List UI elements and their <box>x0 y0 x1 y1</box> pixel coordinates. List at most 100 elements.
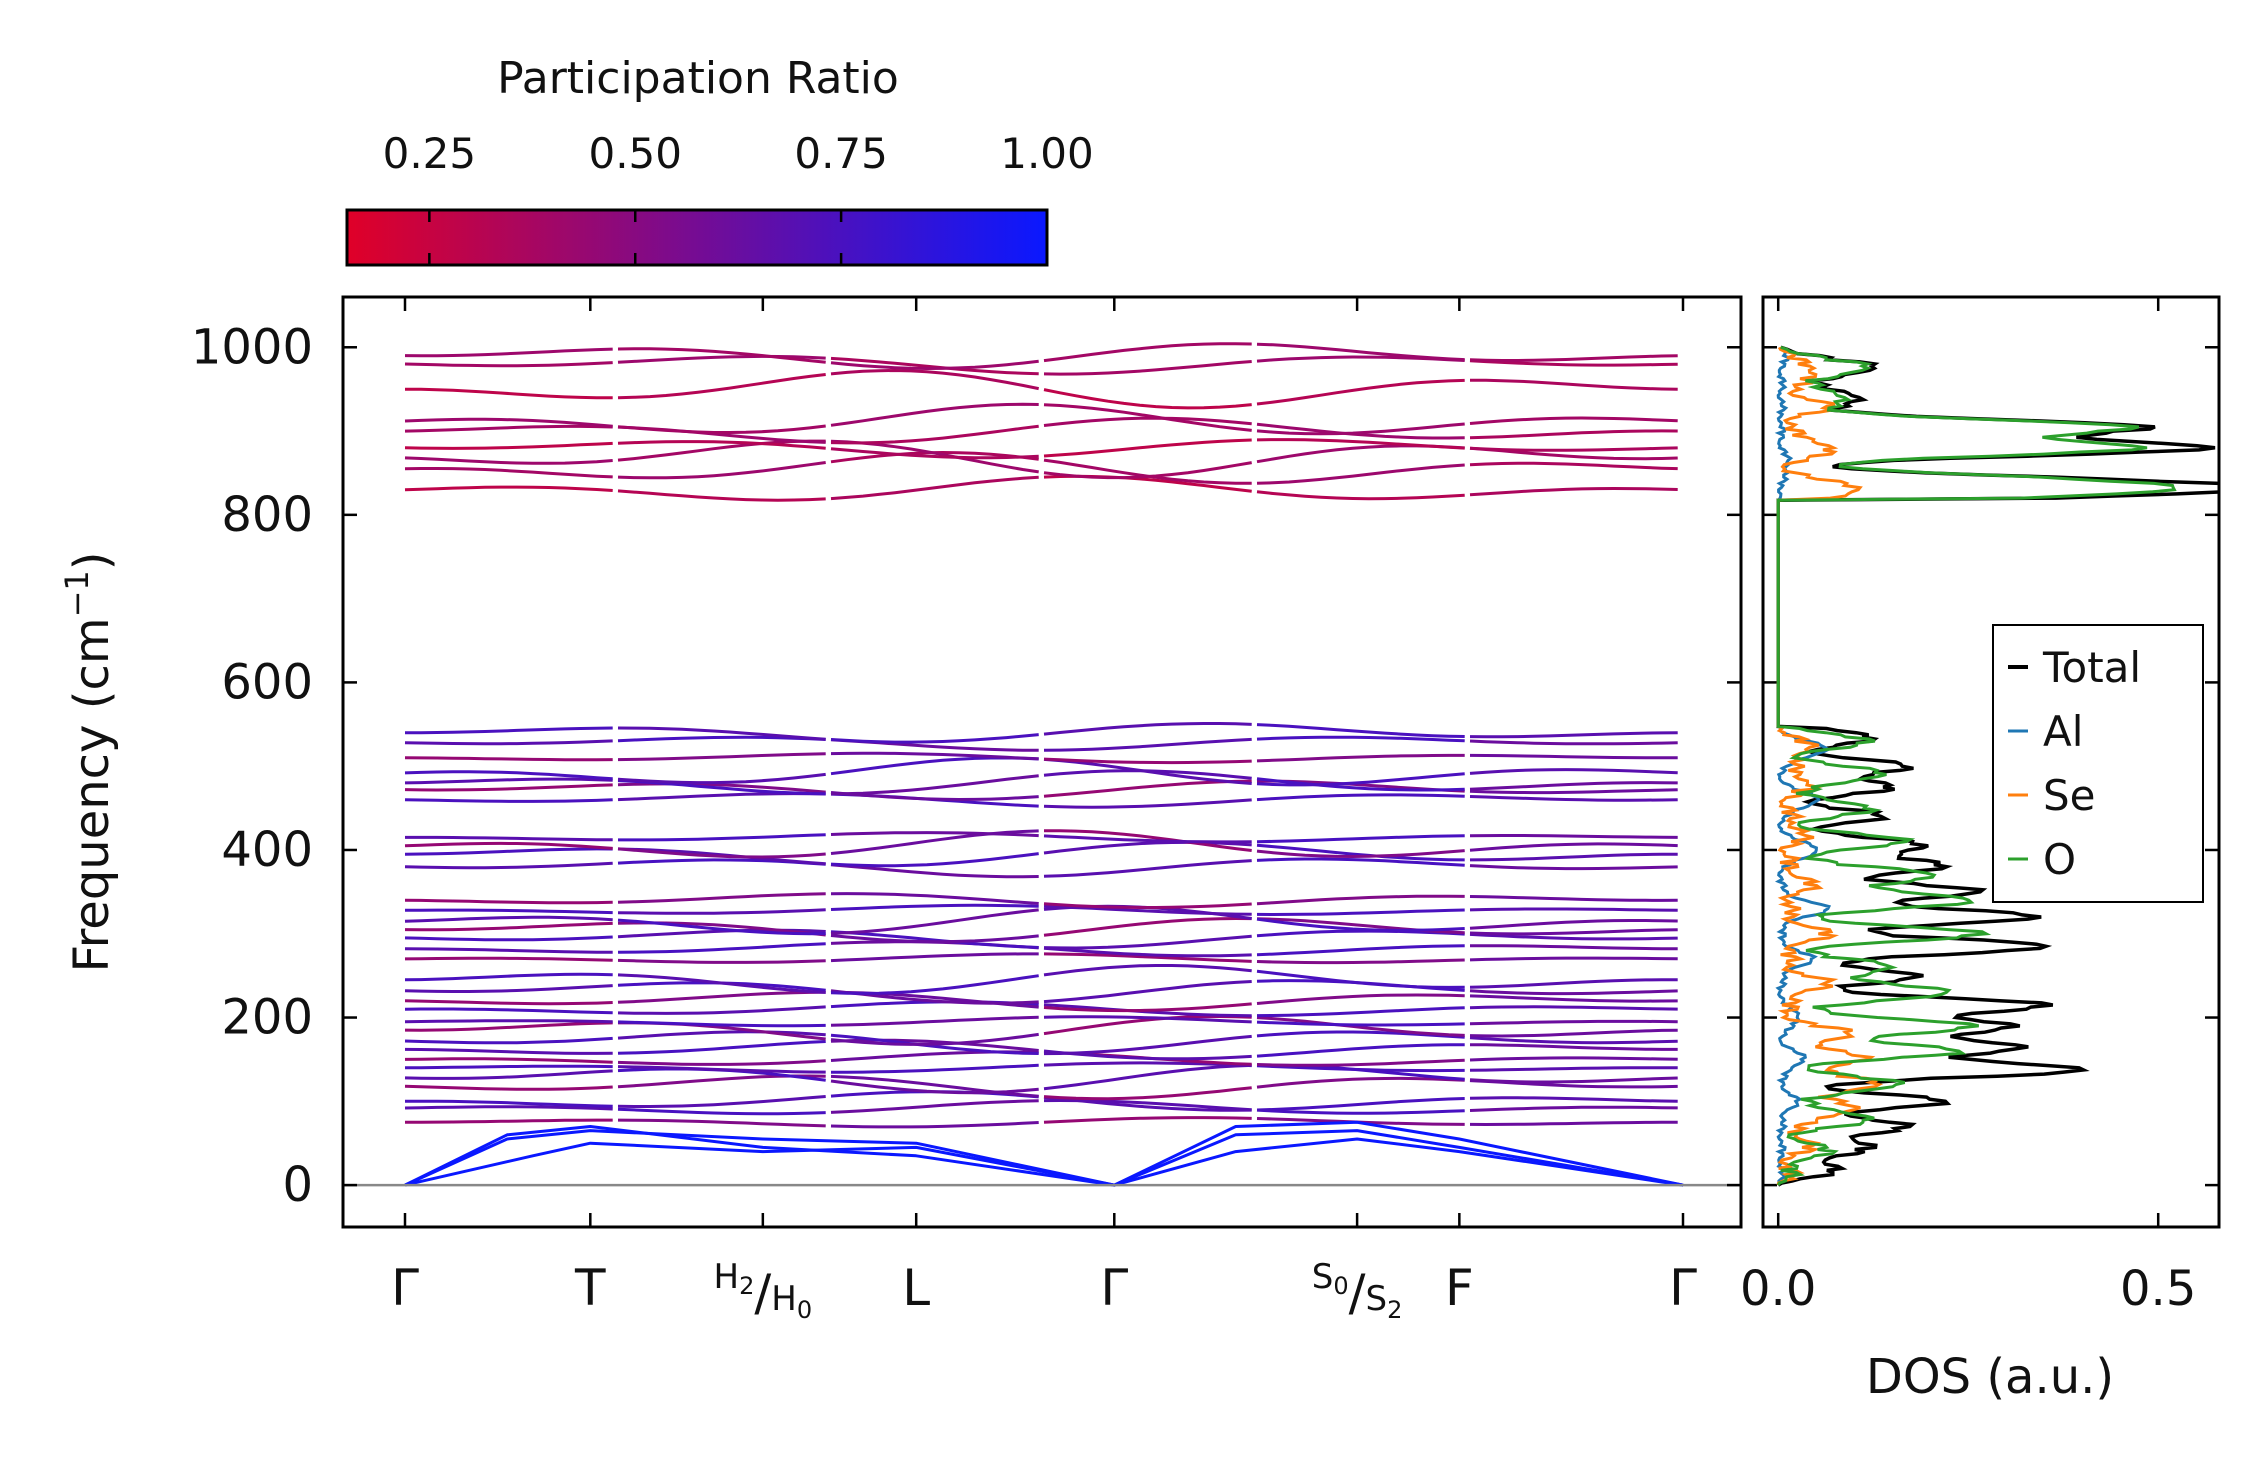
dos-ticks: 0.0 0.5 <box>1740 297 2196 1317</box>
phonon-band <box>404 777 613 785</box>
phonon-band <box>404 1047 613 1055</box>
phonon-band <box>617 347 826 364</box>
phonon-band <box>617 792 826 802</box>
phonon-band <box>1043 946 1252 958</box>
phonon-band <box>1043 964 1252 977</box>
phonon-band <box>404 908 613 915</box>
phonon-band <box>617 990 826 1004</box>
phonon-band <box>830 852 1039 868</box>
phonon-band <box>617 1005 826 1015</box>
phonon-band <box>1043 829 1252 852</box>
phonon-band <box>1469 895 1678 902</box>
phonon-band <box>404 1021 613 1032</box>
phonon-band <box>1469 359 1678 367</box>
phonon-band <box>1256 422 1465 440</box>
phonon-band <box>830 930 1039 949</box>
phonon-band <box>404 1007 613 1015</box>
phonon-band <box>617 1040 826 1055</box>
phonon-band <box>1469 842 1678 852</box>
phonon-band <box>1469 753 1678 760</box>
phonon-band <box>404 861 613 870</box>
phonon-band <box>1256 1064 1465 1073</box>
phonon-band <box>1469 1066 1678 1072</box>
phonon-band <box>1469 429 1678 440</box>
phonon-band <box>1043 722 1252 736</box>
phonon-band <box>1469 1076 1678 1084</box>
legend-label: Al <box>2043 707 2083 756</box>
phonon-band <box>617 424 826 434</box>
phonon-band <box>1469 1043 1678 1051</box>
colorbar-gradient <box>345 208 1049 267</box>
k-point-label: Γ <box>1100 1259 1128 1317</box>
phonon-band <box>1043 1034 1252 1056</box>
dos-lines <box>1774 345 2219 1187</box>
y-tick-label: 800 <box>221 487 313 543</box>
phonon-band <box>830 831 1039 838</box>
phonon-band <box>1469 864 1678 871</box>
phonon-band <box>404 361 613 368</box>
k-point-label: S0/S2 <box>1312 1257 1403 1324</box>
colorbar-ticks: 0.25 0.50 0.75 1.00 <box>383 129 1094 265</box>
colorbar-tick-label: 0.25 <box>383 129 477 178</box>
phonon-band <box>1469 768 1678 775</box>
phonon-band <box>1256 894 1465 906</box>
phonon-band <box>1470 944 1678 951</box>
phonon-band <box>1043 952 1252 963</box>
phonon-band <box>1469 354 1678 362</box>
phonon-band <box>830 1015 1039 1027</box>
phonon-band <box>1469 852 1678 862</box>
phonon-band <box>617 973 826 994</box>
phonon-band <box>830 774 1039 796</box>
dos-panel: 0.0 0.5 DOS (a.u.) Total Al Se O <box>1740 295 2221 1405</box>
phonon-band <box>1469 994 1678 1003</box>
dos-legend: Total Al Se O <box>1992 624 2204 903</box>
band-axes-frame <box>341 295 1743 1229</box>
phonon-band <box>1469 1056 1678 1062</box>
phonon-band <box>1469 788 1678 795</box>
phonon-band <box>830 733 1039 744</box>
dos-x-axis-label: DOS (a.u.) <box>1866 1349 2114 1405</box>
phonon-band <box>1043 416 1252 427</box>
phonon-band <box>1043 403 1252 432</box>
phonon-band <box>617 461 826 480</box>
phonon-band <box>617 772 826 785</box>
phonon-band <box>404 1057 613 1064</box>
phonon-band <box>1256 422 1465 436</box>
phonon-band <box>830 974 1039 995</box>
phonon-band <box>830 863 1039 879</box>
y-axis-label-close: ) <box>64 551 120 570</box>
phonon-band <box>617 440 826 450</box>
phonon-band <box>404 424 613 433</box>
phonon-band <box>404 898 613 905</box>
phonon-band <box>404 935 613 942</box>
phonon-band <box>404 1099 613 1108</box>
band-lines <box>404 342 1684 1187</box>
phonon-band <box>404 456 613 465</box>
phonon-band <box>1256 908 1465 917</box>
band-structure-panel: 0 200 400 600 800 1000 Γ T H2/H0 L Γ S0/S2 F Γ Frequ… <box>58 295 2219 1324</box>
phonon-band <box>404 1019 613 1024</box>
phonon-band <box>617 942 826 954</box>
phonon-band <box>1469 1105 1678 1112</box>
y-tick-label: 0 <box>282 1157 313 1213</box>
phonon-band <box>830 908 1039 935</box>
phonon-band <box>404 956 613 962</box>
phonon-band <box>1043 360 1252 376</box>
phonon-band <box>1043 1063 1252 1091</box>
y-tick-label: 200 <box>221 990 313 1046</box>
colorbar-label: Participation Ratio <box>497 53 899 104</box>
phonon-band <box>1043 438 1252 458</box>
phonon-band <box>617 1065 826 1074</box>
phonon-band <box>1256 1058 1465 1067</box>
phonon-band <box>404 1105 613 1111</box>
phonon-band <box>830 1032 1039 1046</box>
phonon-band <box>1043 461 1252 480</box>
phonon-band <box>1469 1028 1678 1038</box>
phonon-band <box>1256 723 1465 738</box>
phonon-band <box>830 892 1039 905</box>
phonon-band <box>1256 1043 1465 1058</box>
phonon-band <box>1043 342 1252 363</box>
phonon-band <box>830 829 1039 855</box>
phonon-band <box>1043 779 1252 798</box>
band-y-ticks: 0 200 400 600 800 1000 <box>191 319 2219 1213</box>
